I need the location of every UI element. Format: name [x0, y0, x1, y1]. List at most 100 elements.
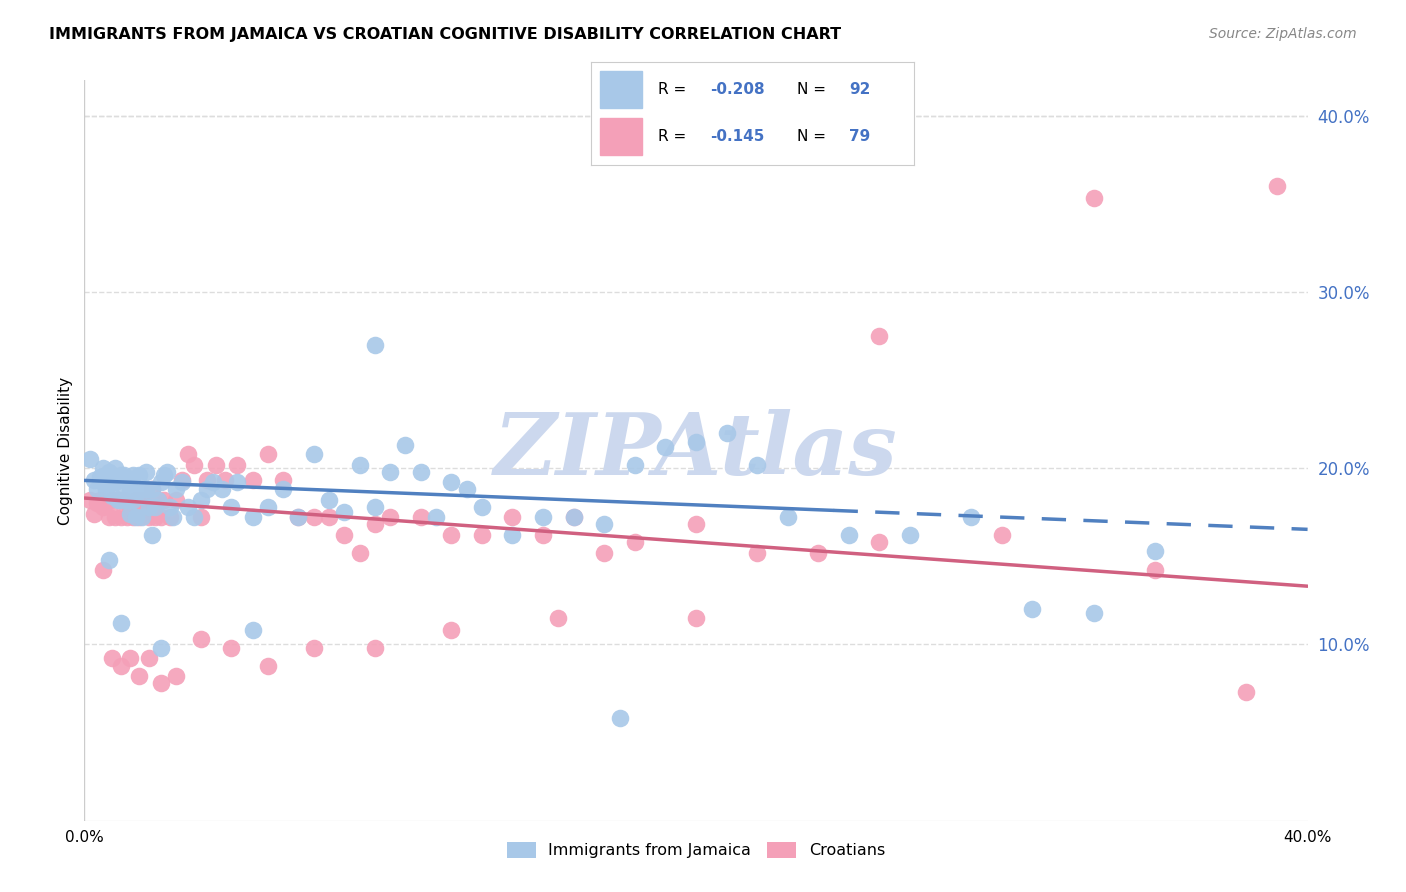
Point: [747, 458, 769, 472]
Point: [115, 510, 138, 524]
Point: [120, 507, 142, 521]
Point: [110, 616, 132, 631]
Point: [120, 651, 142, 665]
Text: ZIPAtlas: ZIPAtlas: [494, 409, 898, 492]
Point: [242, 624, 264, 638]
Point: [685, 517, 707, 532]
Point: [97, 510, 120, 524]
Point: [242, 510, 264, 524]
Point: [409, 510, 432, 524]
Point: [960, 510, 983, 524]
Point: [110, 492, 132, 507]
Point: [1143, 544, 1166, 558]
Point: [110, 658, 132, 673]
Point: [83, 507, 105, 521]
Point: [107, 492, 129, 507]
Point: [654, 440, 676, 454]
Point: [89, 492, 111, 507]
Point: [547, 611, 569, 625]
Point: [125, 492, 148, 507]
Text: 92: 92: [849, 82, 870, 97]
Text: R =: R =: [658, 82, 692, 97]
Point: [1083, 606, 1105, 620]
Text: N =: N =: [797, 82, 831, 97]
Point: [141, 528, 163, 542]
Point: [165, 482, 187, 496]
Point: [364, 640, 387, 655]
Point: [409, 465, 432, 479]
Point: [869, 329, 891, 343]
Point: [242, 474, 264, 488]
Point: [138, 510, 160, 524]
Point: [94, 482, 117, 496]
Point: [94, 496, 117, 510]
Point: [149, 676, 172, 690]
Point: [165, 669, 187, 683]
Point: [226, 475, 249, 490]
Text: IMMIGRANTS FROM JAMAICA VS CROATIAN COGNITIVE DISABILITY CORRELATION CHART: IMMIGRANTS FROM JAMAICA VS CROATIAN COGN…: [49, 27, 841, 42]
Point: [101, 468, 124, 483]
Point: [135, 465, 157, 479]
Point: [364, 517, 387, 532]
Point: [898, 528, 921, 542]
Point: [125, 485, 148, 500]
Point: [440, 624, 463, 638]
Point: [110, 510, 132, 524]
Point: [156, 465, 179, 479]
Point: [593, 546, 616, 560]
Point: [287, 510, 309, 524]
Point: [214, 474, 236, 488]
Point: [287, 510, 309, 524]
Point: [94, 468, 117, 483]
Text: R =: R =: [658, 129, 692, 145]
Point: [128, 669, 150, 683]
Point: [141, 482, 163, 496]
Point: [609, 711, 631, 725]
Point: [138, 500, 160, 514]
Point: [531, 510, 554, 524]
Point: [110, 468, 132, 483]
Point: [776, 510, 799, 524]
Point: [807, 546, 830, 560]
Point: [97, 465, 120, 479]
Point: [183, 458, 205, 472]
Point: [115, 492, 138, 507]
Point: [380, 510, 402, 524]
Point: [120, 482, 142, 496]
Point: [219, 640, 242, 655]
Point: [302, 640, 325, 655]
Point: [562, 510, 585, 524]
Point: [183, 510, 205, 524]
Point: [624, 458, 647, 472]
Point: [195, 482, 218, 496]
Point: [138, 651, 160, 665]
Point: [91, 475, 114, 490]
Point: [425, 510, 447, 524]
Point: [333, 528, 356, 542]
Point: [302, 510, 325, 524]
Point: [159, 500, 181, 514]
Point: [122, 510, 145, 524]
Point: [91, 461, 114, 475]
Point: [190, 492, 212, 507]
Point: [333, 505, 356, 519]
Point: [131, 510, 153, 524]
Point: [211, 482, 233, 496]
Point: [394, 438, 416, 452]
Point: [869, 535, 891, 549]
Point: [153, 492, 176, 507]
Point: [91, 563, 114, 577]
Point: [349, 458, 371, 472]
Point: [128, 482, 150, 496]
Point: [1021, 602, 1043, 616]
Point: [128, 468, 150, 483]
Point: [143, 500, 166, 514]
Point: [190, 632, 212, 646]
Point: [271, 474, 294, 488]
Point: [122, 492, 145, 507]
Point: [302, 447, 325, 461]
Point: [97, 553, 120, 567]
Point: [172, 475, 194, 490]
Point: [440, 528, 463, 542]
Point: [149, 640, 172, 655]
